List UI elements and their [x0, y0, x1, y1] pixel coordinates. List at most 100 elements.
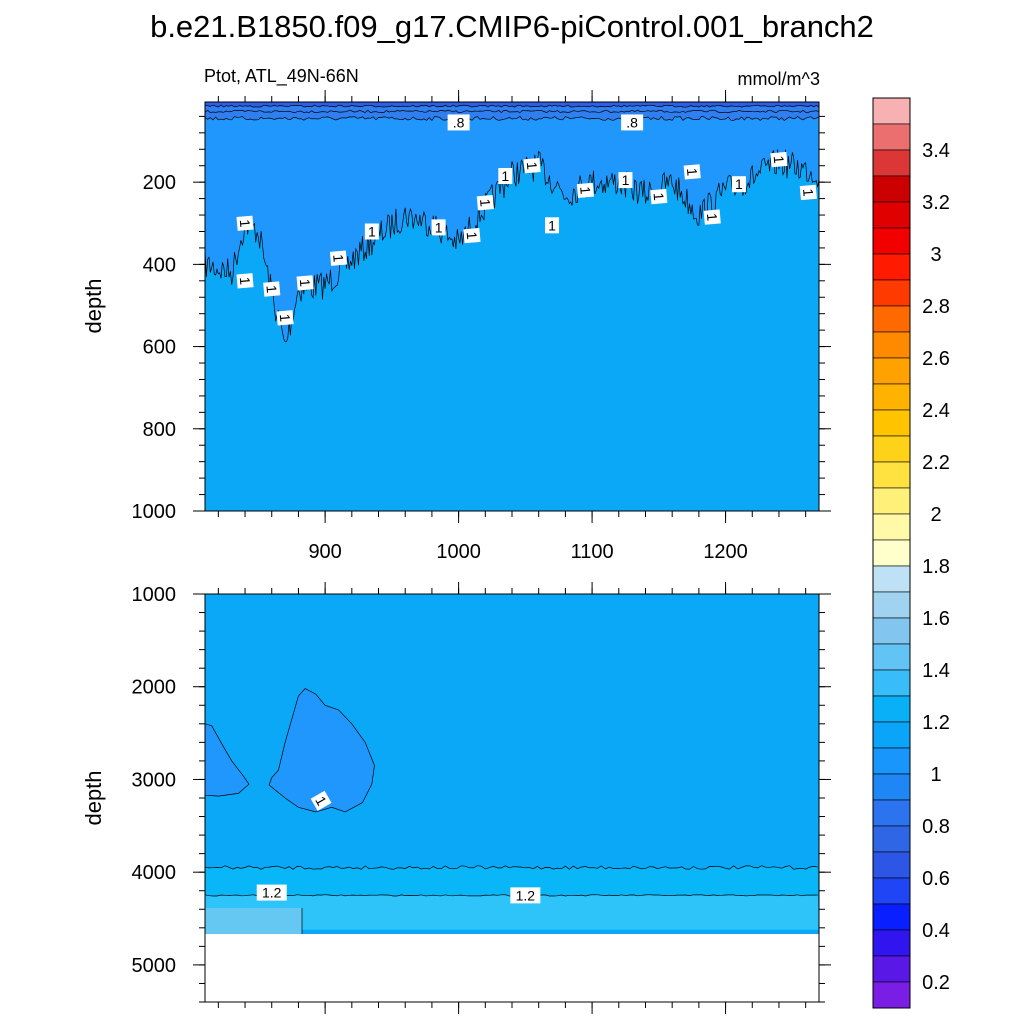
contour-line-1.2-upper: [205, 865, 818, 870]
bottom-y-axis-label: depth: [81, 770, 106, 825]
contour-label-1.0: 1: [618, 172, 633, 189]
contour-label-1.0: 1: [364, 223, 379, 240]
contour-label-1.0: 1: [310, 790, 332, 811]
svg-text:1: 1: [622, 172, 630, 188]
svg-text:1: 1: [524, 161, 541, 170]
fill-1.4-1.6: [205, 908, 302, 934]
colorbar-label: 2: [930, 504, 941, 526]
colorbar-swatch: [872, 97, 911, 125]
contour-label-1.0: 1: [236, 273, 254, 289]
colorbar-swatch: [872, 617, 911, 645]
colorbar-swatch: [872, 721, 911, 749]
colorbar-swatch: [872, 253, 911, 281]
contour-label-0.8: .8: [447, 114, 470, 131]
svg-text:1: 1: [800, 188, 817, 197]
colorbar-swatch: [872, 799, 911, 827]
top-y-axis-label: depth: [81, 278, 106, 333]
colorbar-swatch: [872, 409, 911, 437]
colorbar-swatch: [872, 123, 911, 151]
colorbar-swatch: [872, 669, 911, 697]
svg-text:1: 1: [651, 192, 668, 201]
contour-label-1.0: 1: [799, 184, 817, 201]
contour-label-1.2: 1.2: [256, 884, 287, 901]
fill-0.8-1.0: [205, 102, 819, 342]
contour-label-1.0: 1: [576, 182, 594, 199]
colorbar-swatch: [872, 851, 911, 879]
contour-label-1.0: 1: [523, 158, 541, 174]
bottom-y-tick-label: 5000: [132, 955, 177, 977]
colorbar-swatch: [872, 331, 911, 359]
colorbar-swatch: [872, 825, 911, 853]
svg-text:1: 1: [477, 198, 494, 207]
bottom-y-tick-label: 2000: [132, 677, 177, 699]
top-y-tick-label: 1000: [132, 501, 177, 523]
colorbar-swatch: [872, 903, 911, 931]
contour-label-1.0: 1: [731, 176, 746, 193]
svg-text:.8: .8: [453, 114, 465, 130]
colorbar-swatch: [872, 591, 911, 619]
bottom-y-tick-label: 3000: [132, 769, 177, 791]
colorbar-swatch: [872, 227, 911, 255]
colorbar-label: 1: [930, 764, 941, 786]
top-right-string: mmol/m^3: [738, 69, 820, 89]
colorbar-swatch: [872, 149, 911, 177]
contour-label-1.0: 1: [296, 275, 314, 291]
colorbar-swatch: [872, 981, 911, 1009]
colorbar-swatch: [872, 279, 911, 307]
contour-line-0.4: [205, 104, 819, 108]
fill-1.2-1.4-lower: [205, 894, 819, 930]
top-x-tick-label: 900: [308, 541, 341, 563]
svg-text:1: 1: [548, 217, 556, 233]
colorbar-label: 3.4: [922, 140, 950, 162]
fill-0.4-0.6: [205, 102, 819, 108]
svg-text:1: 1: [263, 284, 280, 293]
contour-label-1.0: 1: [431, 219, 446, 236]
svg-text:1: 1: [704, 213, 721, 222]
svg-text:1: 1: [237, 219, 254, 228]
svg-text:1.2: 1.2: [262, 885, 282, 901]
svg-text:1.2: 1.2: [516, 887, 536, 903]
bottom-axis-ticks: 1000 2000 3000 4000 5000: [132, 582, 831, 1014]
colorbar-label: 1.8: [922, 556, 950, 578]
contour-label-1.0: 1: [276, 310, 294, 326]
top-x-tick-label: 1100: [571, 541, 614, 563]
colorbar-swatch: [872, 773, 911, 801]
colorbar-label: 0.2: [922, 972, 950, 994]
svg-text:1: 1: [771, 155, 788, 164]
svg-text:1: 1: [330, 254, 347, 263]
svg-text:1: 1: [735, 176, 743, 192]
bottom-panel: 1 1.2 1.2 1000 2000 3000 4000 5000 depth: [81, 582, 831, 1014]
svg-text:1: 1: [577, 186, 594, 195]
colorbar-label: 3.2: [922, 192, 950, 214]
svg-text:1: 1: [277, 313, 294, 322]
contour-label-1.0: 1: [770, 151, 788, 168]
top-y-tick-label: 400: [143, 254, 176, 276]
colorbar-label: 2.2: [922, 452, 950, 474]
svg-text:1: 1: [368, 223, 376, 239]
colorbar-swatch: [872, 461, 911, 489]
contour-label-1.0: 1: [650, 188, 668, 205]
colorbar-swatch: [872, 201, 911, 229]
contour-label-1.0: 1: [545, 217, 560, 234]
colorbar-swatch: [872, 955, 911, 983]
colorbar-label: 3: [930, 244, 941, 266]
contour-label-1.0: 1: [329, 250, 348, 266]
colorbar-label: 0.6: [922, 868, 950, 890]
colorbar-swatch: [872, 929, 911, 957]
bottom-y-tick-label: 1000: [132, 584, 177, 606]
fill-0.8-1.0-blob-left: [205, 723, 250, 797]
colorbar-label: 0.8: [922, 816, 950, 838]
svg-text:1: 1: [435, 219, 443, 235]
top-axis-ticks: 900 1000 1100 1200 200 400 600 800 1000: [132, 90, 831, 563]
colorbar-swatch: [872, 175, 911, 203]
contour-label-1.2: 1.2: [510, 887, 541, 904]
colorbar-label: 1.4: [922, 660, 950, 682]
colorbar-swatch: [872, 435, 911, 463]
colorbar: 3.4 3.2 3 2.8 2.6 2.4 2.2 2 1.8 1.6 1.4 1.2 1 0.8 0.6 0…: [872, 97, 950, 1009]
contour-label-1.0: 1: [476, 195, 494, 211]
colorbar-swatch: [872, 695, 911, 723]
colorbar-swatch: [872, 487, 911, 515]
contour-label-1.0: 1: [683, 164, 701, 180]
